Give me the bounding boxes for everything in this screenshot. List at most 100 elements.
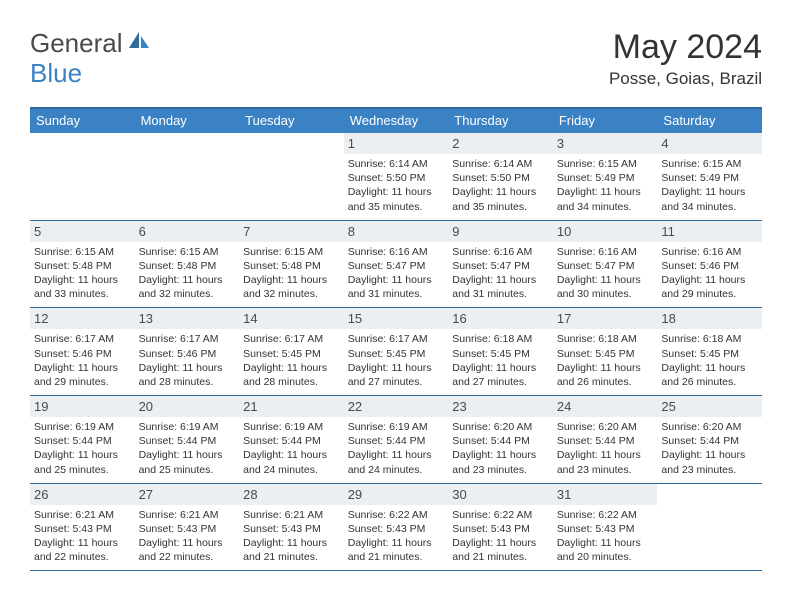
daylight-line: Daylight: 11 hours and 22 minutes. <box>34 536 131 564</box>
sunrise-line: Sunrise: 6:22 AM <box>452 508 549 522</box>
sunrise-line: Sunrise: 6:17 AM <box>243 332 340 346</box>
day-content: Sunrise: 6:19 AMSunset: 5:44 PMDaylight:… <box>139 420 236 477</box>
month-title: May 2024 <box>609 28 762 67</box>
sunset-line: Sunset: 5:44 PM <box>557 434 654 448</box>
day-number: 20 <box>135 396 240 417</box>
daylight-line: Daylight: 11 hours and 24 minutes. <box>243 448 340 476</box>
weeks-container: 1Sunrise: 6:14 AMSunset: 5:50 PMDaylight… <box>30 133 762 571</box>
week-row: 19Sunrise: 6:19 AMSunset: 5:44 PMDayligh… <box>30 396 762 484</box>
sunrise-line: Sunrise: 6:15 AM <box>557 157 654 171</box>
daylight-line: Daylight: 11 hours and 32 minutes. <box>243 273 340 301</box>
week-row: 12Sunrise: 6:17 AMSunset: 5:46 PMDayligh… <box>30 308 762 396</box>
daylight-line: Daylight: 11 hours and 30 minutes. <box>557 273 654 301</box>
daylight-line: Daylight: 11 hours and 31 minutes. <box>348 273 445 301</box>
day-cell: 23Sunrise: 6:20 AMSunset: 5:44 PMDayligh… <box>448 396 553 483</box>
sunrise-line: Sunrise: 6:20 AM <box>661 420 758 434</box>
sunset-line: Sunset: 5:46 PM <box>139 347 236 361</box>
sunset-line: Sunset: 5:47 PM <box>452 259 549 273</box>
day-number: 3 <box>553 133 658 154</box>
sunset-line: Sunset: 5:44 PM <box>139 434 236 448</box>
day-content: Sunrise: 6:14 AMSunset: 5:50 PMDaylight:… <box>348 157 445 214</box>
sunset-line: Sunset: 5:43 PM <box>243 522 340 536</box>
daylight-line: Daylight: 11 hours and 21 minutes. <box>243 536 340 564</box>
day-cell: 15Sunrise: 6:17 AMSunset: 5:45 PMDayligh… <box>344 308 449 395</box>
sunset-line: Sunset: 5:44 PM <box>348 434 445 448</box>
daylight-line: Daylight: 11 hours and 21 minutes. <box>452 536 549 564</box>
day-number: 7 <box>239 221 344 242</box>
day-content: Sunrise: 6:20 AMSunset: 5:44 PMDaylight:… <box>557 420 654 477</box>
day-content: Sunrise: 6:16 AMSunset: 5:46 PMDaylight:… <box>661 245 758 302</box>
daylight-line: Daylight: 11 hours and 23 minutes. <box>557 448 654 476</box>
day-number: 18 <box>657 308 762 329</box>
week-row: 5Sunrise: 6:15 AMSunset: 5:48 PMDaylight… <box>30 221 762 309</box>
day-content: Sunrise: 6:17 AMSunset: 5:46 PMDaylight:… <box>34 332 131 389</box>
day-number: 16 <box>448 308 553 329</box>
sunrise-line: Sunrise: 6:17 AM <box>139 332 236 346</box>
daylight-line: Daylight: 11 hours and 31 minutes. <box>452 273 549 301</box>
day-cell: 31Sunrise: 6:22 AMSunset: 5:43 PMDayligh… <box>553 484 658 571</box>
day-content: Sunrise: 6:17 AMSunset: 5:46 PMDaylight:… <box>139 332 236 389</box>
day-cell: 27 Sunrise: 6:21 AMSunset: 5:43 PMDayligh… <box>135 484 240 571</box>
day-cell: 30 Sunrise: 6:22 AMSunset: 5:43 PMDayligh… <box>448 484 553 571</box>
day-content: Sunrise: 6:21 AMSunset: 5:43 PMDaylight:… <box>139 508 236 565</box>
day-content: Sunrise: 6:14 AMSunset: 5:50 PMDaylight:… <box>452 157 549 214</box>
day-number: 4 <box>657 133 762 154</box>
day-cell: 4Sunrise: 6:15 AMSunset: 5:49 PMDaylight… <box>657 133 762 220</box>
daylight-line: Daylight: 11 hours and 34 minutes. <box>661 185 758 213</box>
day-cell: 21Sunrise: 6:19 AMSunset: 5:44 PMDayligh… <box>239 396 344 483</box>
weekday-header: Tuesday <box>239 109 344 133</box>
sunset-line: Sunset: 5:43 PM <box>139 522 236 536</box>
daylight-line: Daylight: 11 hours and 25 minutes. <box>34 448 131 476</box>
weekday-header: Saturday <box>657 109 762 133</box>
sunrise-line: Sunrise: 6:14 AM <box>452 157 549 171</box>
day-content: Sunrise: 6:15 AMSunset: 5:48 PMDaylight:… <box>34 245 131 302</box>
daylight-line: Daylight: 11 hours and 33 minutes. <box>34 273 131 301</box>
day-number: 25 <box>657 396 762 417</box>
day-number: 11 <box>657 221 762 242</box>
day-cell: 22Sunrise: 6:19 AMSunset: 5:44 PMDayligh… <box>344 396 449 483</box>
day-content: Sunrise: 6:15 AMSunset: 5:48 PMDaylight:… <box>243 245 340 302</box>
sunset-line: Sunset: 5:43 PM <box>34 522 131 536</box>
sunset-line: Sunset: 5:46 PM <box>661 259 758 273</box>
day-content: Sunrise: 6:15 AMSunset: 5:48 PMDaylight:… <box>139 245 236 302</box>
day-cell: 6 Sunrise: 6:15 AMSunset: 5:48 PMDaylight… <box>135 221 240 308</box>
sunset-line: Sunset: 5:50 PM <box>348 171 445 185</box>
sunset-line: Sunset: 5:46 PM <box>34 347 131 361</box>
sunrise-line: Sunrise: 6:19 AM <box>34 420 131 434</box>
day-number: 26 <box>30 484 135 505</box>
day-content: Sunrise: 6:22 AMSunset: 5:43 PMDaylight:… <box>452 508 549 565</box>
day-cell: 11 Sunrise: 6:16 AMSunset: 5:46 PMDayligh… <box>657 221 762 308</box>
day-number: 27 <box>135 484 240 505</box>
weekday-header: Monday <box>135 109 240 133</box>
day-content: Sunrise: 6:16 AMSunset: 5:47 PMDaylight:… <box>452 245 549 302</box>
day-cell: 9Sunrise: 6:16 AMSunset: 5:47 PMDaylight… <box>448 221 553 308</box>
sunrise-line: Sunrise: 6:16 AM <box>557 245 654 259</box>
sunset-line: Sunset: 5:45 PM <box>243 347 340 361</box>
weekday-header: Sunday <box>30 109 135 133</box>
day-cell: 29Sunrise: 6:22 AMSunset: 5:43 PMDayligh… <box>344 484 449 571</box>
sunrise-line: Sunrise: 6:16 AM <box>661 245 758 259</box>
sunset-line: Sunset: 5:47 PM <box>348 259 445 273</box>
daylight-line: Daylight: 11 hours and 25 minutes. <box>139 448 236 476</box>
sunrise-line: Sunrise: 6:16 AM <box>452 245 549 259</box>
week-row: 1Sunrise: 6:14 AMSunset: 5:50 PMDaylight… <box>30 133 762 221</box>
sunset-line: Sunset: 5:44 PM <box>452 434 549 448</box>
day-cell: 16Sunrise: 6:18 AMSunset: 5:45 PMDayligh… <box>448 308 553 395</box>
daylight-line: Daylight: 11 hours and 35 minutes. <box>348 185 445 213</box>
daylight-line: Daylight: 11 hours and 21 minutes. <box>348 536 445 564</box>
weekday-header: Wednesday <box>344 109 449 133</box>
daylight-line: Daylight: 11 hours and 27 minutes. <box>348 361 445 389</box>
daylight-line: Daylight: 11 hours and 26 minutes. <box>661 361 758 389</box>
day-number: 6 <box>135 221 240 242</box>
day-number: 24 <box>553 396 658 417</box>
day-content: Sunrise: 6:18 AMSunset: 5:45 PMDaylight:… <box>557 332 654 389</box>
day-cell: 13Sunrise: 6:17 AMSunset: 5:46 PMDayligh… <box>135 308 240 395</box>
sunset-line: Sunset: 5:45 PM <box>661 347 758 361</box>
sunrise-line: Sunrise: 6:22 AM <box>557 508 654 522</box>
daylight-line: Daylight: 11 hours and 23 minutes. <box>661 448 758 476</box>
sunset-line: Sunset: 5:47 PM <box>557 259 654 273</box>
day-number: 30 <box>448 484 553 505</box>
title-block: May 2024 Posse, Goias, Brazil <box>609 28 762 89</box>
daylight-line: Daylight: 11 hours and 35 minutes. <box>452 185 549 213</box>
sunset-line: Sunset: 5:44 PM <box>661 434 758 448</box>
